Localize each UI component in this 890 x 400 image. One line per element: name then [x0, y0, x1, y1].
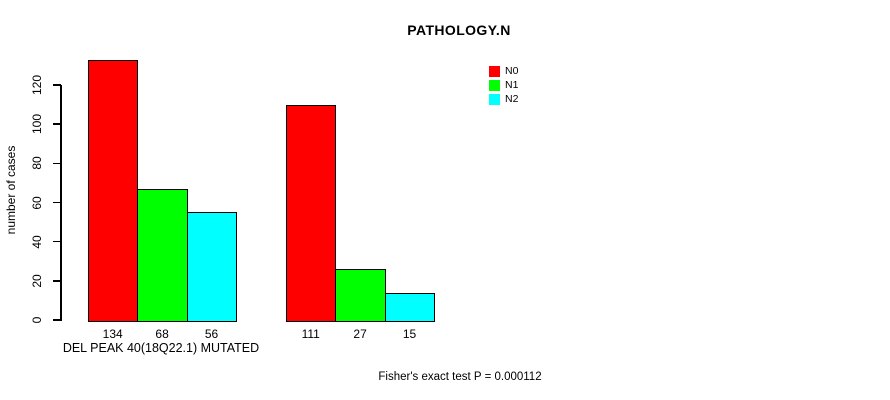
legend-swatch-n1: [489, 80, 500, 91]
chart-title: PATHOLOGY.N: [407, 22, 511, 38]
legend-swatch-n2: [489, 94, 500, 105]
y-axis-tick-label: 120: [30, 74, 44, 96]
legend-row: N0: [489, 66, 518, 77]
legend: N0 N1 N2: [489, 66, 518, 108]
y-axis-tick: [53, 84, 61, 86]
x-axis-label: DEL PEAK 40(18Q22.1) MUTATED: [62, 341, 260, 355]
y-axis-tick: [53, 162, 61, 165]
y-axis-tick: [53, 319, 61, 321]
legend-row: N1: [489, 80, 518, 91]
y-axis-tick-label: 0: [30, 316, 44, 324]
legend-label: N0: [505, 65, 519, 77]
legend-swatch-n0: [489, 66, 500, 77]
y-axis-tick-label: 60: [30, 195, 44, 210]
bar-n0-group1: [88, 59, 139, 322]
bar-n1-group1: [137, 188, 188, 322]
bar-n0-group2: [286, 104, 337, 322]
y-axis-tick-label: 80: [30, 156, 44, 171]
y-axis-tick: [53, 240, 61, 243]
bar-value-label: 15: [402, 327, 417, 341]
bar-n1-group2: [335, 269, 386, 322]
bar-value-label: 56: [204, 327, 219, 341]
bar-n2-group2: [384, 292, 436, 322]
bar-value-label: 111: [301, 327, 320, 341]
y-axis-tick: [53, 123, 61, 125]
y-axis-tick: [53, 280, 61, 282]
bar-value-label: 134: [102, 327, 123, 341]
bar-n2-group1: [186, 212, 238, 322]
y-axis-tick: [53, 201, 61, 204]
bar-value-label: 68: [155, 327, 169, 341]
bar-value-label: 27: [353, 327, 367, 341]
legend-row: N2: [489, 94, 518, 105]
legend-label: N1: [505, 79, 519, 91]
y-axis-tick-label: 40: [30, 234, 44, 249]
legend-label: N2: [505, 93, 519, 105]
y-axis-tick-label: 100: [30, 114, 44, 135]
fisher-test-annotation: Fisher's exact test P = 0.000112: [378, 371, 542, 383]
y-axis-tick-label: 20: [30, 274, 44, 288]
